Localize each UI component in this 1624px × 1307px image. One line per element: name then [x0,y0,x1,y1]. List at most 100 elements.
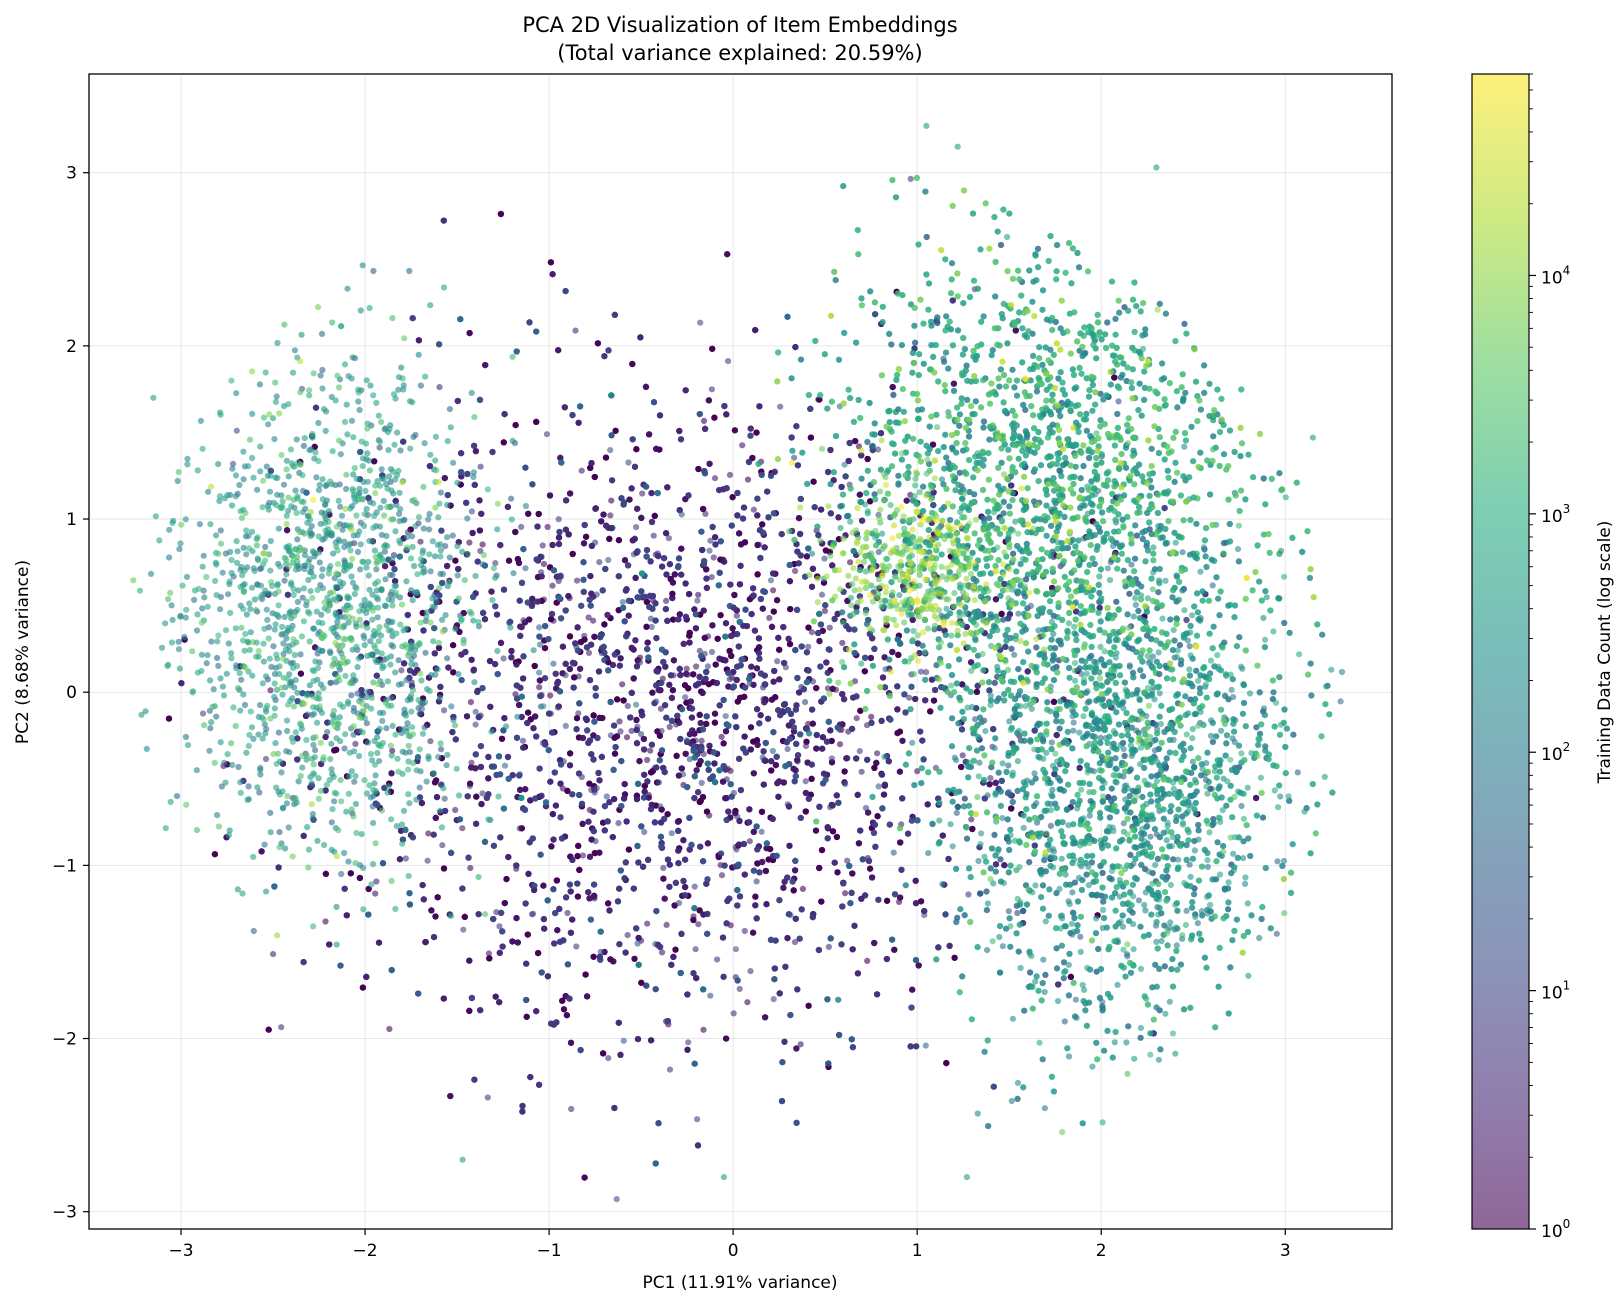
scatter-point [864,957,871,965]
scatter-point [633,446,640,453]
scatter-point [868,713,875,720]
scatter-point [659,949,666,956]
scatter-point [625,846,633,853]
scatter-point [776,676,783,683]
scatter-point [695,465,702,473]
scatter-point [706,812,713,819]
scatter-point [267,687,274,694]
scatter-point [440,865,448,872]
chart-title: PCA 2D Visualization of Item Embeddings [522,13,957,37]
scatter-point [808,775,815,783]
scatter-point [753,878,760,885]
scatter-point [842,890,849,897]
scatter-point [574,893,582,900]
scatter-point [477,463,484,470]
scatter-point [987,775,994,782]
scatter-point [746,838,753,845]
scatter-point [663,597,670,605]
scatter-point [744,476,752,483]
chart-subtitle: (Total variance explained: 20.59%) [557,41,922,65]
scatter-point [698,737,705,745]
scatter-point [461,913,468,921]
scatter-point [500,655,507,662]
scatter-point [923,669,930,676]
scatter-point [909,616,916,624]
scatter-point [574,577,581,584]
scatter-point [711,719,719,726]
scatter-point [821,607,829,615]
scatter-point [790,887,797,894]
scatter-point [569,550,576,558]
scatter-point [799,885,807,893]
scatter-point [762,867,770,875]
scatter-point [567,750,574,757]
scatter-point [805,643,812,650]
scatter-point [825,943,833,951]
scatter-point [529,910,537,917]
scatter-point [466,539,473,546]
scatter-point [356,874,363,882]
scatter-point [818,898,825,905]
scatter-point [965,891,972,898]
scatter-point [867,654,875,662]
scatter-point [539,542,546,549]
scatter-point [386,1025,393,1033]
scatter-point [623,734,631,741]
scatter-point [452,806,459,814]
scatter-point [549,582,556,589]
scatter-point [684,671,691,678]
scatter-point [639,490,646,497]
scatter-point [650,532,657,539]
scatter-point [621,557,629,564]
scatter-point [671,571,678,578]
scatter-point [770,996,777,1003]
scatter-point [884,897,891,904]
scatter-point [265,1026,272,1033]
scatter-point [968,816,975,823]
scatter-point [802,808,809,815]
scatter-point [813,685,820,692]
scatter-point [647,747,654,754]
scatter-point [573,943,580,950]
scatter-point [770,587,777,594]
scatter-point [568,1105,575,1113]
scatter-point [583,533,590,540]
scatter-point [607,512,614,519]
scatter-point [714,956,721,963]
scatter-point [644,920,651,927]
scatter-point [711,414,718,421]
scatter-point [585,614,592,621]
scatter-point [726,471,734,478]
scatter-point [450,642,457,649]
scatter-point [372,890,379,897]
scatter-point [847,559,854,566]
scatter-point [703,720,710,728]
scatter-point [709,345,716,352]
scatter-point [590,953,597,960]
scatter-point [725,358,732,365]
scatter-point [322,918,329,925]
scatter-point [927,708,934,715]
scatter-point [853,715,860,722]
scatter-point [594,340,602,347]
scatter-point [718,733,725,741]
scatter-point [818,847,826,854]
scatter-point [572,327,579,334]
scatter-point [774,658,781,665]
scatter-point [425,830,432,837]
scatter-point [714,635,721,642]
scatter-point [739,442,746,449]
scatter-point [874,750,881,757]
scatter-point [575,710,582,717]
scatter-point [792,567,799,575]
scatter-point [939,832,946,839]
scatter-point [678,545,685,552]
scatter-point [467,699,474,706]
scatter-point [1014,909,1021,917]
scatter-point [555,516,562,523]
scatter-point [889,384,896,391]
scatter-point [690,913,697,920]
scatter-point [573,715,581,722]
scatter-point [1111,374,1118,381]
